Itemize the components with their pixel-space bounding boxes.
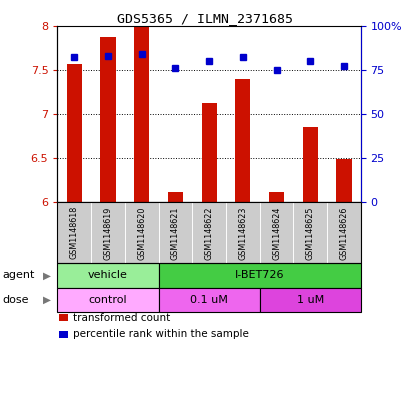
Text: GSM1148618: GSM1148618 xyxy=(70,206,79,259)
Text: 1 uM: 1 uM xyxy=(296,295,323,305)
Text: GSM1148619: GSM1148619 xyxy=(103,206,112,259)
Bar xyxy=(268,192,283,202)
Text: ▶: ▶ xyxy=(43,270,51,281)
Bar xyxy=(235,79,250,202)
Bar xyxy=(335,159,351,202)
Text: GSM1148624: GSM1148624 xyxy=(271,206,280,259)
Text: agent: agent xyxy=(2,270,34,281)
Text: GSM1148620: GSM1148620 xyxy=(137,206,146,259)
Text: GSM1148625: GSM1148625 xyxy=(305,206,314,260)
Bar xyxy=(302,127,317,202)
Text: vehicle: vehicle xyxy=(88,270,128,281)
Text: GDS5365 / ILMN_2371685: GDS5365 / ILMN_2371685 xyxy=(117,12,292,25)
Text: GSM1148621: GSM1148621 xyxy=(171,206,180,259)
Bar xyxy=(134,27,149,202)
Text: GSM1148623: GSM1148623 xyxy=(238,206,247,259)
Text: 0.1 uM: 0.1 uM xyxy=(190,295,227,305)
Text: I-BET726: I-BET726 xyxy=(234,270,284,281)
Text: percentile rank within the sample: percentile rank within the sample xyxy=(72,329,248,340)
Text: transformed count: transformed count xyxy=(72,313,169,323)
Text: GSM1148622: GSM1148622 xyxy=(204,206,213,260)
Bar xyxy=(167,192,182,202)
Text: GSM1148626: GSM1148626 xyxy=(339,206,348,259)
Bar xyxy=(100,37,115,202)
Bar xyxy=(67,64,82,202)
Bar xyxy=(201,103,216,202)
Text: ▶: ▶ xyxy=(43,295,51,305)
Text: dose: dose xyxy=(2,295,29,305)
Text: control: control xyxy=(88,295,127,305)
